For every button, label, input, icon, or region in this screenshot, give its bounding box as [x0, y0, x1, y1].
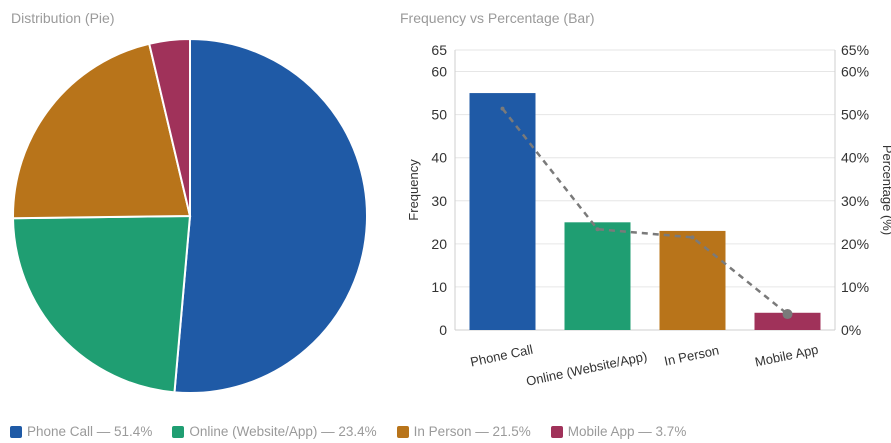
legend-swatch [396, 425, 409, 438]
y-tick-label-right: 20% [841, 236, 869, 252]
legend: Phone Call — 51.4% Online (Website/App) —… [10, 424, 706, 439]
legend-swatch [172, 425, 185, 438]
y-tick-label-left: 20 [431, 236, 447, 252]
percentage-point [782, 309, 793, 320]
y-tick-label-right: 50% [841, 107, 869, 123]
y-tick-label-right: 60% [841, 64, 869, 80]
legend-swatch [550, 425, 563, 438]
bar-chart-title: Frequency vs Percentage (Bar) [400, 10, 595, 26]
y-tick-label-right: 40% [841, 150, 869, 166]
pie-slice-mobile-app [148, 37, 191, 217]
legend-item-in-person: In Person — 21.5% [396, 424, 531, 439]
legend-item-mobile-app: Mobile App — 3.7% [550, 424, 687, 439]
bar-online-website-app [564, 222, 631, 330]
y-tick-label-right: 65% [841, 42, 869, 58]
bar-mobile-app [754, 312, 821, 330]
bar-chart: 0 0% 10 10% 20 20% 30 30% 40 40% 50 50% 60 60% 65 65% Fr… [406, 42, 891, 389]
y-tick-label-left: 0 [439, 322, 447, 338]
bar-phone-call [469, 93, 536, 330]
y-tick-label-right: 10% [841, 279, 869, 295]
pie-slice-in-person [12, 42, 192, 220]
legend-swatch [10, 425, 22, 438]
y-tick-label-right: 30% [841, 193, 869, 209]
legend-item-online-website-app: Online (Website/App) — 23.4% [172, 424, 377, 439]
percentage-trend-line [501, 107, 789, 316]
legend-label: Phone Call — 51.4% [27, 424, 153, 439]
x-tick-label-in-person: In Person [663, 342, 721, 368]
pie-slice-online-website-app [12, 214, 192, 394]
pie-chart-title: Distribution (Pie) [11, 10, 115, 26]
x-tick-label-online-website-app: Online (Website/App) [525, 348, 649, 388]
x-tick-label-phone-call: Phone Call [469, 342, 534, 370]
legend-label: Online (Website/App) — 23.4% [189, 424, 377, 439]
legend-label: In Person — 21.5% [413, 424, 531, 439]
y-tick-label-left: 65 [431, 42, 447, 58]
pie-chart [12, 37, 368, 394]
percentage-point [595, 227, 600, 232]
bar-in-person [659, 230, 726, 330]
x-tick-label-mobile-app: Mobile App [754, 342, 820, 370]
y-tick-label-left: 60 [431, 64, 447, 80]
percentage-point [690, 235, 695, 240]
percentage-point [500, 106, 505, 111]
y-tick-label-right: 0% [841, 322, 861, 338]
y-tick-label-left: 30 [431, 193, 447, 209]
y-tick-label-left: 40 [431, 150, 447, 166]
y-axis-title-right: Percentage (%) [880, 145, 891, 235]
legend-label: Mobile App — 3.7% [567, 424, 687, 439]
y-tick-label-left: 50 [431, 107, 447, 123]
pie-slice-phone-call [173, 37, 368, 394]
y-tick-label-left: 10 [431, 279, 447, 295]
y-axis-title-left: Frequency [406, 159, 421, 221]
legend-item-phone-call: Phone Call — 51.4% [10, 424, 152, 439]
